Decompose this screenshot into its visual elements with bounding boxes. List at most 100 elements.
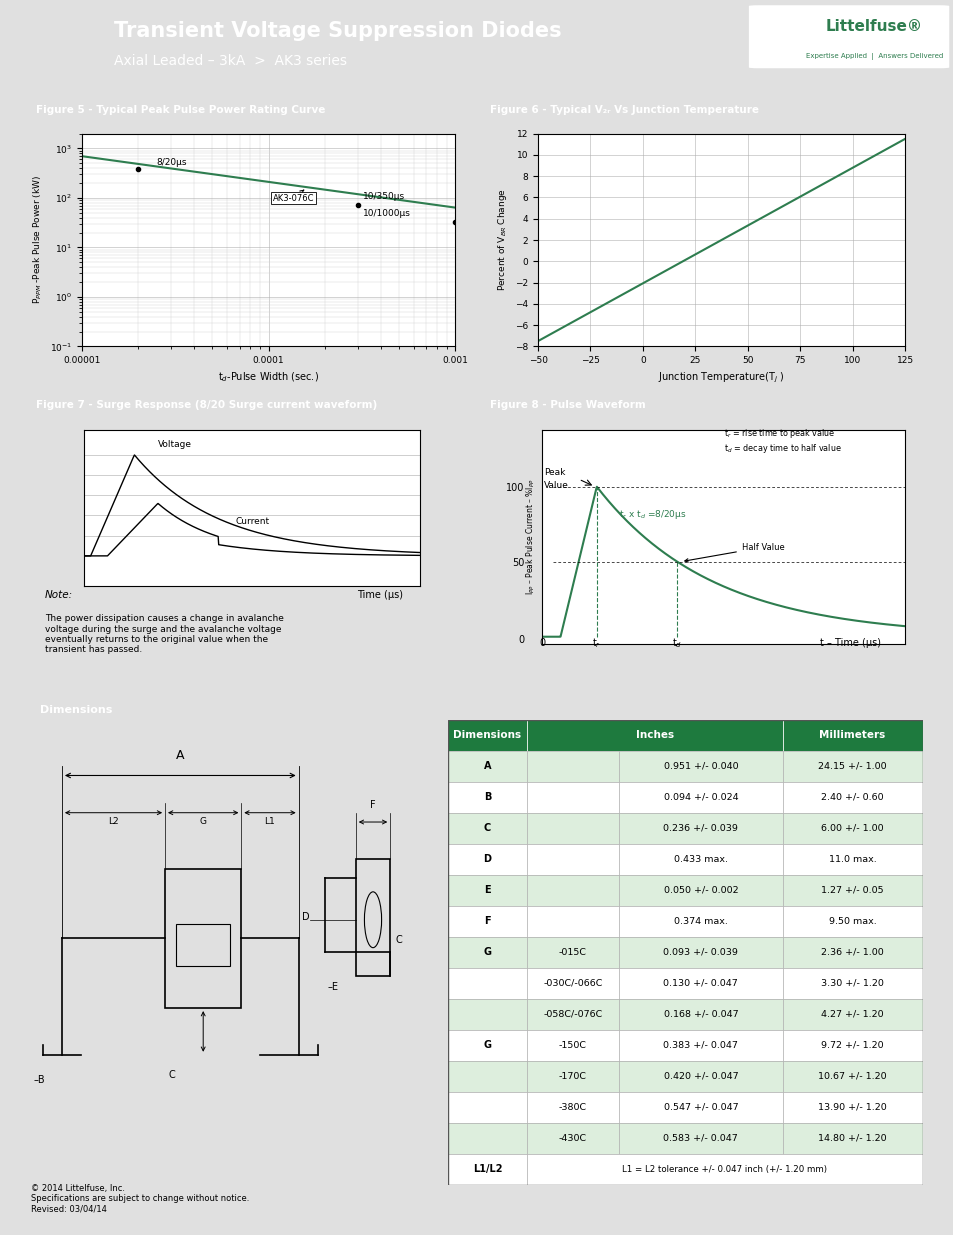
Bar [618,751,781,782]
Text: 1.27 +/- 0.05: 1.27 +/- 0.05 [821,885,883,895]
Text: t$_r$ x t$_d$ =8/20μs: t$_r$ x t$_d$ =8/20μs [618,508,685,521]
Bar [448,782,526,813]
Text: –B: –B [33,1074,45,1084]
Bar [618,782,781,813]
Text: C: C [483,824,491,834]
Bar [618,874,781,905]
Text: The power dissipation causes a change in avalanche
voltage during the surge and : The power dissipation causes a change in… [45,614,283,655]
Text: t$_r$ = rise time to peak value: t$_r$ = rise time to peak value [723,426,835,440]
Bar [781,937,922,968]
Text: 9.50 max.: 9.50 max. [828,916,876,926]
Bar [781,844,922,874]
Text: Dimensions: Dimensions [40,705,112,715]
Text: 2.40 +/- 0.60: 2.40 +/- 0.60 [821,793,883,802]
Text: Expertise Applied  |  Answers Delivered: Expertise Applied | Answers Delivered [805,53,943,59]
Text: -150C: -150C [558,1041,586,1050]
Bar [618,999,781,1030]
Text: 3.30 +/- 1.20: 3.30 +/- 1.20 [821,979,883,988]
Text: 50: 50 [512,558,524,568]
Text: L1: L1 [264,818,275,826]
Text: 0.433 max.: 0.433 max. [673,855,727,863]
Text: 10.67 +/- 1.20: 10.67 +/- 1.20 [818,1072,886,1081]
Text: Peak: Peak [543,468,565,477]
Text: Half Value: Half Value [684,542,783,562]
Text: 0.420 +/- 0.047: 0.420 +/- 0.047 [663,1072,738,1081]
Text: 4.27 +/- 1.20: 4.27 +/- 1.20 [821,1010,883,1019]
Bar [781,751,922,782]
Text: Voltage: Voltage [158,440,192,448]
Text: Current: Current [235,516,269,526]
Bar [781,720,922,751]
Text: 0: 0 [517,635,524,645]
Text: 0.094 +/- 0.024: 0.094 +/- 0.024 [663,793,738,802]
Text: 0.050 +/- 0.002: 0.050 +/- 0.002 [663,885,738,895]
Bar [448,844,526,874]
Text: Axial Leaded – 3kA  >  AK3 series: Axial Leaded – 3kA > AK3 series [114,54,347,68]
Text: 0.236 +/- 0.039: 0.236 +/- 0.039 [662,824,738,832]
Y-axis label: Percent of V$_{BR}$ Change: Percent of V$_{BR}$ Change [496,189,509,291]
Y-axis label: I$_{PP}$ – Peak Pulse Current – %I$_{PP}$: I$_{PP}$ – Peak Pulse Current – %I$_{PP}… [524,478,537,595]
Bar [618,813,781,844]
Text: A: A [483,761,491,771]
Text: Figure 8 - Pulse Waveform: Figure 8 - Pulse Waveform [490,400,645,410]
Bar [781,905,922,937]
Text: 0.168 +/- 0.047: 0.168 +/- 0.047 [663,1010,738,1019]
Bar [526,1061,618,1092]
Text: Millimeters: Millimeters [819,730,884,740]
Text: F: F [484,916,490,926]
Text: 0.583 +/- 0.047: 0.583 +/- 0.047 [662,1134,738,1142]
Bar [618,1092,781,1123]
Bar [618,1123,781,1153]
Bar [781,1123,922,1153]
Bar [781,1061,922,1092]
Bar [526,1030,618,1061]
Text: -030C/-066C: -030C/-066C [542,979,602,988]
Bar [448,1061,526,1092]
Bar [618,844,781,874]
Bar [781,782,922,813]
Text: t$_d$ = decay time to half value: t$_d$ = decay time to half value [723,442,841,454]
Text: t$_r$: t$_r$ [592,636,600,650]
Bar [526,720,781,751]
Text: L1/L2: L1/L2 [473,1165,501,1174]
Bar [781,813,922,844]
Bar [448,813,526,844]
Bar [448,720,526,751]
Text: Figure 5 - Typical Peak Pulse Power Rating Curve: Figure 5 - Typical Peak Pulse Power Rati… [36,105,325,115]
Text: D: D [483,855,491,864]
Text: 0.130 +/- 0.047: 0.130 +/- 0.047 [662,979,738,988]
Text: G: G [483,947,491,957]
Bar [526,751,618,782]
Text: 0: 0 [538,638,545,648]
Bar [355,860,390,976]
Bar [165,868,241,1008]
Bar [618,1061,781,1092]
Text: Note:: Note: [45,590,72,600]
Text: © 2014 Littelfuse, Inc.
Specifications are subject to change without notice.
Rev: © 2014 Littelfuse, Inc. Specifications a… [31,1184,250,1214]
Text: -430C: -430C [558,1134,586,1142]
Bar [781,1030,922,1061]
Bar [448,751,526,782]
Text: -380C: -380C [558,1103,586,1112]
Bar [448,1092,526,1123]
Bar [448,999,526,1030]
Text: 13.90 +/- 1.20: 13.90 +/- 1.20 [818,1103,886,1112]
Text: 14.80 +/- 1.20: 14.80 +/- 1.20 [818,1134,886,1142]
Y-axis label: P$_{PPM}$ -Peak Pulse Power (kW): P$_{PPM}$ -Peak Pulse Power (kW) [31,175,44,305]
Bar [526,1123,618,1153]
Text: t$_d$: t$_d$ [672,636,681,650]
Text: Figure 7 - Surge Response (8/20 Surge current waveform): Figure 7 - Surge Response (8/20 Surge cu… [36,400,376,410]
Bar [448,1030,526,1061]
FancyBboxPatch shape [748,5,948,68]
Text: 100: 100 [505,483,524,493]
Text: 9.72 +/- 1.20: 9.72 +/- 1.20 [821,1041,883,1050]
Bar [448,874,526,905]
Text: 0.951 +/- 0.040: 0.951 +/- 0.040 [663,762,738,771]
Text: 0.547 +/- 0.047: 0.547 +/- 0.047 [663,1103,738,1112]
Bar [526,844,618,874]
Text: 0.093 +/- 0.039: 0.093 +/- 0.039 [662,947,738,957]
Text: Time (μs): Time (μs) [356,590,402,600]
Bar [781,999,922,1030]
Bar [448,1123,526,1153]
Bar [618,937,781,968]
